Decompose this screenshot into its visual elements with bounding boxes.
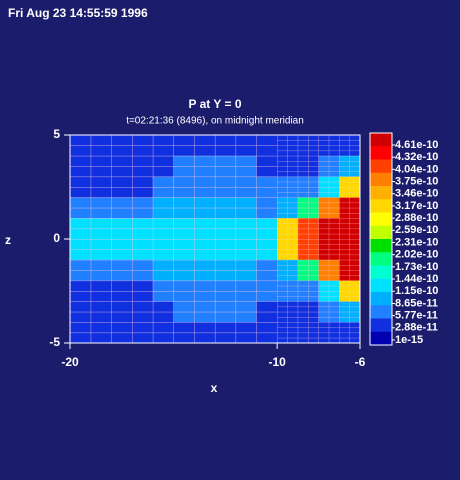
colorbar-label: 1.15e-10 bbox=[395, 285, 438, 297]
x-tick-label: -10 bbox=[268, 355, 286, 369]
y-tick-label: -5 bbox=[49, 335, 60, 349]
colorbar-band bbox=[370, 159, 392, 174]
y-tick-label: 5 bbox=[53, 127, 60, 141]
chart-title: P at Y = 0 bbox=[188, 97, 241, 111]
colorbar-label: 2.88e-10 bbox=[395, 212, 438, 224]
timestamp: Fri Aug 23 14:55:59 1996 bbox=[8, 6, 148, 20]
colorbar-label: 3.46e-10 bbox=[395, 188, 438, 200]
y-axis-label: z bbox=[5, 233, 11, 247]
colorbar-label: 5.77e-11 bbox=[395, 310, 438, 322]
colorbar-band bbox=[370, 186, 392, 200]
colorbar-label: 2.88e-11 bbox=[395, 322, 438, 334]
mesh bbox=[70, 135, 277, 343]
colorbar-label: 1.44e-10 bbox=[395, 273, 438, 285]
colorbar-band bbox=[370, 225, 392, 240]
y-tick-label: 0 bbox=[53, 231, 60, 245]
colorbar: 4.61e-104.32e-104.04e-103.75e-103.46e-10… bbox=[369, 132, 438, 346]
colorbar-band bbox=[370, 146, 392, 160]
colorbar-label: 1.73e-10 bbox=[395, 261, 438, 273]
x-axis-label: x bbox=[211, 381, 218, 395]
colorbar-band bbox=[370, 278, 392, 293]
colorbar-band bbox=[370, 172, 392, 187]
colorbar-frame bbox=[369, 132, 393, 346]
colorbar-band bbox=[370, 305, 392, 319]
colorbar-label: 3.17e-10 bbox=[395, 200, 438, 212]
colorbar-band bbox=[370, 239, 392, 253]
colorbar-label: 2.59e-10 bbox=[395, 224, 438, 236]
x-tick-label: -20 bbox=[61, 355, 79, 369]
x-tick-label: -6 bbox=[355, 355, 366, 369]
colorbar-label: 4.04e-10 bbox=[395, 163, 438, 175]
colorbar-label: 3.75e-10 bbox=[395, 175, 438, 187]
colorbar-label: 2.31e-10 bbox=[395, 236, 438, 248]
colorbar-label: 4.32e-10 bbox=[395, 151, 438, 163]
colorbar-label: 4.61e-10 bbox=[395, 139, 438, 151]
colorbar-band bbox=[370, 212, 392, 227]
mesh bbox=[277, 135, 360, 343]
colorbar-band bbox=[370, 252, 392, 266]
colorbar-band bbox=[370, 265, 392, 280]
colorbar-label: 2.02e-10 bbox=[395, 249, 438, 261]
colorbar-label: 8.65e-11 bbox=[395, 297, 438, 309]
colorbar-band bbox=[370, 199, 392, 213]
colorbar-band bbox=[370, 292, 392, 306]
colorbar-band bbox=[370, 331, 392, 346]
colorbar-band bbox=[370, 318, 392, 333]
colorbar-label: 1e-15 bbox=[395, 334, 423, 346]
colorbar-band bbox=[370, 133, 392, 147]
axes: -20 -10 -6 -5 0 5 bbox=[49, 127, 365, 369]
chart-subtitle: t=02:21:36 (8496), on midnight meridian bbox=[126, 116, 304, 127]
